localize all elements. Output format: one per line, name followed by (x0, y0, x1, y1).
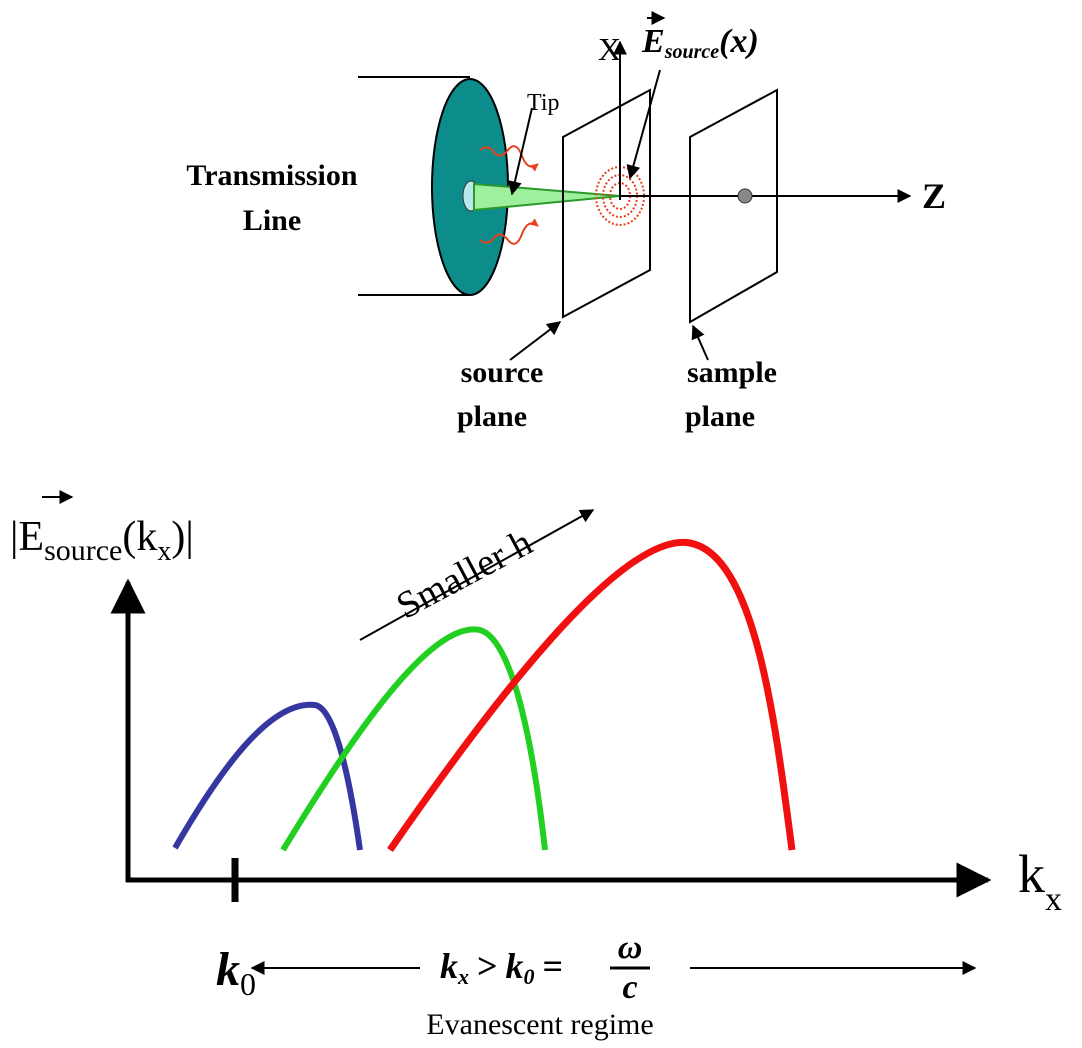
label: kx (1018, 844, 1062, 918)
wave (479, 218, 539, 245)
field-pointer (626, 69, 661, 180)
label: plane (685, 400, 755, 433)
label: source (461, 356, 544, 389)
sample-point (737, 188, 753, 204)
curve-blue (172, 701, 363, 851)
label: |Esource(kx)| (10, 514, 194, 567)
label: sample (687, 356, 777, 389)
top-diagram: Transmission Line Tip X Esource(x) Z sou… (186, 11, 946, 433)
sample-plane (689, 88, 778, 324)
label: Z (922, 176, 946, 216)
label: Transmission (186, 159, 357, 192)
source-pointer (509, 321, 562, 361)
curve-green (280, 626, 548, 852)
source-plane (562, 88, 651, 319)
trend-arrow (359, 509, 595, 641)
sample-pointer (691, 324, 709, 361)
label: Evanescent regime (426, 1008, 653, 1041)
bottom-diagram: Smaller h |Esource(kx)| kx k0 kx > k0 = ω c… (10, 490, 1062, 1041)
label: Esource(x) (641, 23, 759, 63)
label: Tip (527, 90, 559, 116)
tip-pointer (508, 107, 533, 196)
label: c (622, 969, 637, 1006)
wave (479, 145, 539, 172)
label: Line (243, 204, 301, 237)
label: k0 (216, 943, 256, 1002)
label: kx > k0 = (440, 946, 563, 989)
curve-red (387, 538, 796, 852)
label: X (598, 31, 621, 67)
label: ω (618, 929, 643, 966)
label: Smaller h (390, 521, 539, 627)
label: plane (457, 400, 527, 433)
